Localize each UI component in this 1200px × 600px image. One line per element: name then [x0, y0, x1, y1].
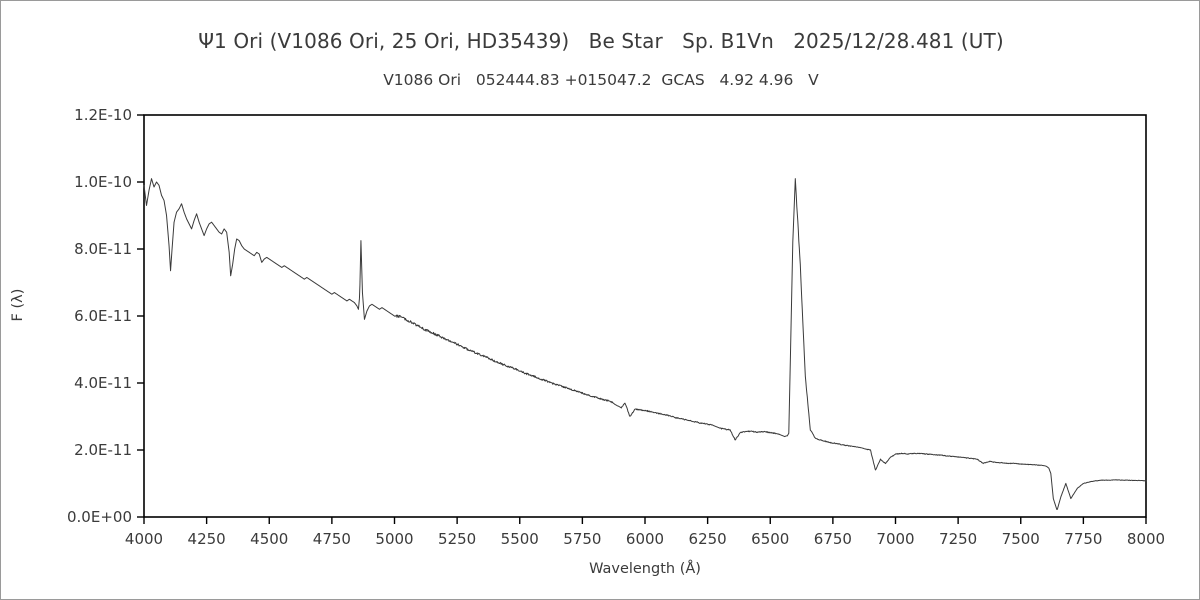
y-axis-title: F (λ) [10, 288, 26, 322]
x-tick-label: 6250 [688, 530, 727, 548]
x-axis-title: Wavelength (Å) [589, 561, 701, 577]
y-tick-label: 6.0E-11 [74, 307, 132, 325]
x-tick-label: 5250 [438, 530, 477, 548]
x-tick-label: 4000 [124, 530, 164, 548]
y-tick-label: 1.0E-10 [74, 173, 132, 191]
x-tick-label: 7000 [876, 530, 915, 548]
y-tick-label: 8.0E-11 [74, 240, 132, 258]
spectrum-trace [143, 178, 1147, 511]
chart-subtitle: V1086 Ori 052444.83 +015047.2 GCAS 4.92 … [383, 71, 819, 89]
x-tick-label: 7250 [939, 530, 978, 548]
x-tick-label: 6500 [751, 530, 790, 548]
axis-ticks [137, 114, 1147, 524]
x-tick-label: 6000 [625, 530, 665, 548]
chart-title: Ψ1 Ori (V1086 Ori, 25 Ori, HD35439) Be S… [198, 29, 1004, 53]
y-tick-label: 0.0E+00 [67, 508, 132, 526]
y-tick-label: 2.0E-11 [74, 441, 132, 459]
x-tick-label: 4750 [312, 530, 351, 548]
x-tick-label: 7750 [1064, 530, 1103, 548]
x-tick-label: 5750 [563, 530, 602, 548]
x-tick-label: 5500 [500, 530, 539, 548]
x-tick-label: 8000 [1126, 530, 1166, 548]
x-tick-label: 5000 [375, 530, 414, 548]
x-tick-label: 7500 [1001, 530, 1040, 548]
x-tick-label: 6750 [813, 530, 852, 548]
plot-frame [143, 114, 1147, 518]
x-tick-label: 4250 [187, 530, 226, 548]
y-tick-label: 4.0E-11 [74, 374, 132, 392]
y-tick-label: 1.2E-10 [74, 106, 132, 124]
x-tick-label: 4500 [250, 530, 289, 548]
